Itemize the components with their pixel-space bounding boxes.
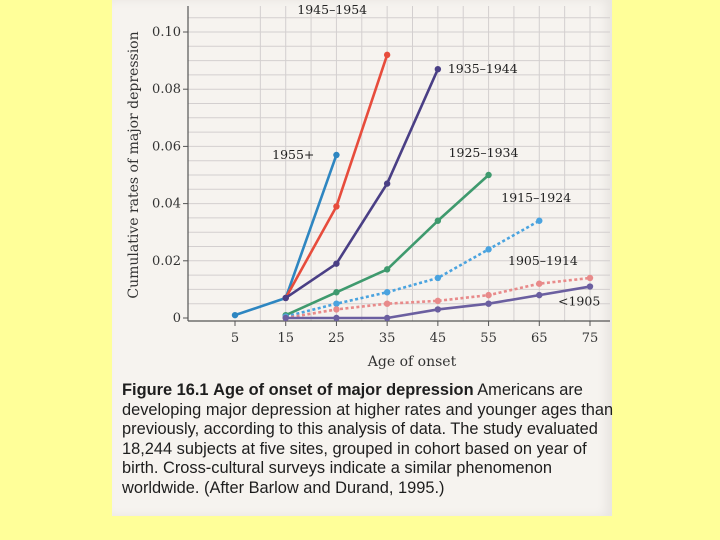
series-label: 1935–1944 bbox=[448, 61, 518, 76]
y-tick-label: 0.02 bbox=[152, 254, 181, 269]
data-point bbox=[485, 171, 492, 179]
data-point bbox=[282, 314, 289, 322]
series-line bbox=[284, 68, 440, 300]
series-label: 1925–1934 bbox=[449, 145, 519, 160]
y-tick-label: 0.10 bbox=[152, 25, 181, 40]
x-tick-label: 25 bbox=[328, 331, 345, 346]
data-point bbox=[333, 300, 340, 307]
series-labels: 1955+ 1945–1954 1935–1944 1925–1934 1915–192… bbox=[272, 2, 600, 309]
x-tick-label: 5 bbox=[231, 331, 239, 346]
x-tick-label: 45 bbox=[430, 331, 447, 346]
data-point bbox=[333, 260, 340, 267]
data-point bbox=[383, 266, 391, 273]
data-point bbox=[333, 151, 340, 159]
data-point bbox=[485, 291, 492, 299]
data-point bbox=[434, 297, 442, 305]
data-point bbox=[434, 306, 442, 313]
data-point bbox=[383, 300, 391, 307]
series-label: 1915–1924 bbox=[501, 190, 571, 205]
y-tick-label: 0 bbox=[173, 311, 181, 326]
data-point bbox=[333, 289, 340, 296]
figure-title: Age of onset of major depression bbox=[213, 381, 474, 399]
x-tick-label: 15 bbox=[277, 331, 294, 346]
x-axis-title: Age of onset bbox=[367, 354, 457, 370]
data-point bbox=[383, 180, 391, 187]
data-point bbox=[536, 291, 543, 299]
y-tick-label: 0.06 bbox=[152, 139, 181, 154]
x-tick-label: 65 bbox=[531, 331, 548, 346]
data-point bbox=[333, 203, 340, 210]
data-point bbox=[485, 300, 492, 307]
data-point bbox=[586, 283, 594, 290]
gridlines bbox=[188, 6, 610, 321]
series-label: 1955+ bbox=[272, 147, 314, 162]
data-point bbox=[333, 314, 340, 322]
y-tick-label: 0.04 bbox=[152, 197, 181, 212]
x-tick-label: 75 bbox=[582, 331, 599, 346]
data-point bbox=[383, 314, 391, 322]
data-point bbox=[434, 65, 442, 73]
x-tick-label: 35 bbox=[379, 331, 396, 346]
series-label: <1905 bbox=[558, 294, 600, 309]
data-point bbox=[434, 274, 442, 282]
data-point bbox=[282, 294, 289, 302]
data-point bbox=[586, 274, 594, 282]
data-point bbox=[434, 217, 442, 224]
data-point bbox=[333, 306, 340, 313]
data-point bbox=[383, 289, 391, 296]
figure-caption-text: Americans are developing major depressio… bbox=[122, 381, 614, 497]
axes: 0 0.02 0.04 0.06 0.08 0.10 5 15 25 35 45 55 65 75 bbox=[152, 6, 610, 346]
data-point bbox=[536, 280, 543, 287]
data-point bbox=[231, 311, 239, 319]
data-point bbox=[536, 217, 543, 224]
series-lines bbox=[231, 51, 594, 322]
y-axis-title: Cumulative rates of major depression bbox=[126, 31, 142, 298]
series-label: 1905–1914 bbox=[508, 253, 578, 268]
series-label: 1945–1954 bbox=[297, 2, 367, 17]
x-tick-label: 55 bbox=[480, 331, 497, 346]
figure-caption: Figure 16.1 Age of onset of major depres… bbox=[122, 381, 617, 499]
data-point bbox=[485, 246, 492, 253]
y-tick-label: 0.08 bbox=[152, 82, 181, 97]
figure-number: Figure 16.1 bbox=[122, 381, 209, 399]
data-point bbox=[383, 51, 391, 59]
